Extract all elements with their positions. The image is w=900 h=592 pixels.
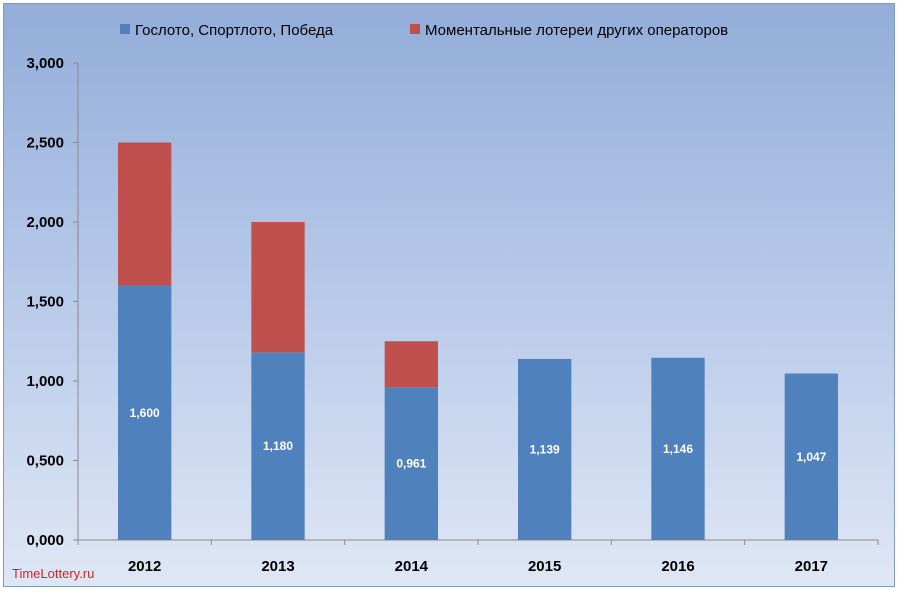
bar-series1-2014	[384, 387, 438, 540]
bar-series1-2015	[518, 358, 572, 540]
x-tick-label: 2014	[395, 558, 429, 575]
data-label-2012: 1,600	[130, 406, 160, 420]
legend-swatch	[410, 24, 420, 34]
legend: Гослото, Спортлото, Победа Моментальные л…	[120, 22, 728, 39]
bar-series1-2017	[784, 373, 838, 540]
x-tick-label: 2017	[795, 558, 828, 575]
y-tick-label: 2,000	[26, 214, 64, 231]
x-tick-label: 2015	[528, 558, 561, 575]
data-label-2013: 1,180	[263, 439, 293, 453]
watermark: TimeLottery.ru	[12, 566, 95, 581]
bar-series1-2013	[251, 352, 305, 540]
data-label-2016: 1,146	[663, 442, 693, 456]
data-label-2017: 1,047	[796, 450, 826, 464]
legend-label: Моментальные лотереи других операторов	[425, 22, 728, 39]
legend-swatch	[120, 24, 130, 34]
x-tick-label: 2012	[128, 558, 161, 575]
bar-series1-2016	[651, 357, 705, 540]
y-tick-label: 3,000	[26, 55, 64, 72]
bars	[118, 142, 838, 540]
legend-label: Гослото, Спортлото, Победа	[135, 22, 334, 39]
bar-series2-2012	[118, 142, 172, 286]
y-tick-label: 2,500	[26, 135, 64, 152]
axes: 0,000 0,500 1,000 1,500 2,000 2,500 3,000 2012 2…	[26, 55, 879, 575]
data-label-2014: 0,961	[396, 457, 426, 471]
y-tick-label: 0,000	[26, 532, 64, 549]
y-tick-label: 1,000	[26, 373, 64, 390]
bar-series2-2013	[251, 222, 305, 353]
y-tick-label: 1,500	[26, 294, 64, 311]
bar-series2-2014	[384, 341, 438, 388]
y-tick-label: 0,500	[26, 453, 64, 470]
bar-series1-2012	[118, 285, 172, 540]
x-tick-label: 2013	[261, 558, 294, 575]
x-tick-label: 2016	[661, 558, 694, 575]
data-label-2015: 1,139	[530, 442, 560, 456]
data-labels: 1,600 1,180 0,961 1,139 1,146 1,047	[130, 406, 827, 471]
